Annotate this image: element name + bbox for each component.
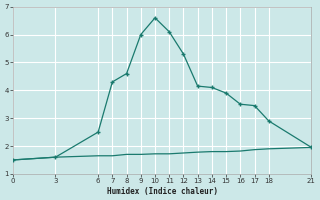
X-axis label: Humidex (Indice chaleur): Humidex (Indice chaleur) [107, 187, 218, 196]
